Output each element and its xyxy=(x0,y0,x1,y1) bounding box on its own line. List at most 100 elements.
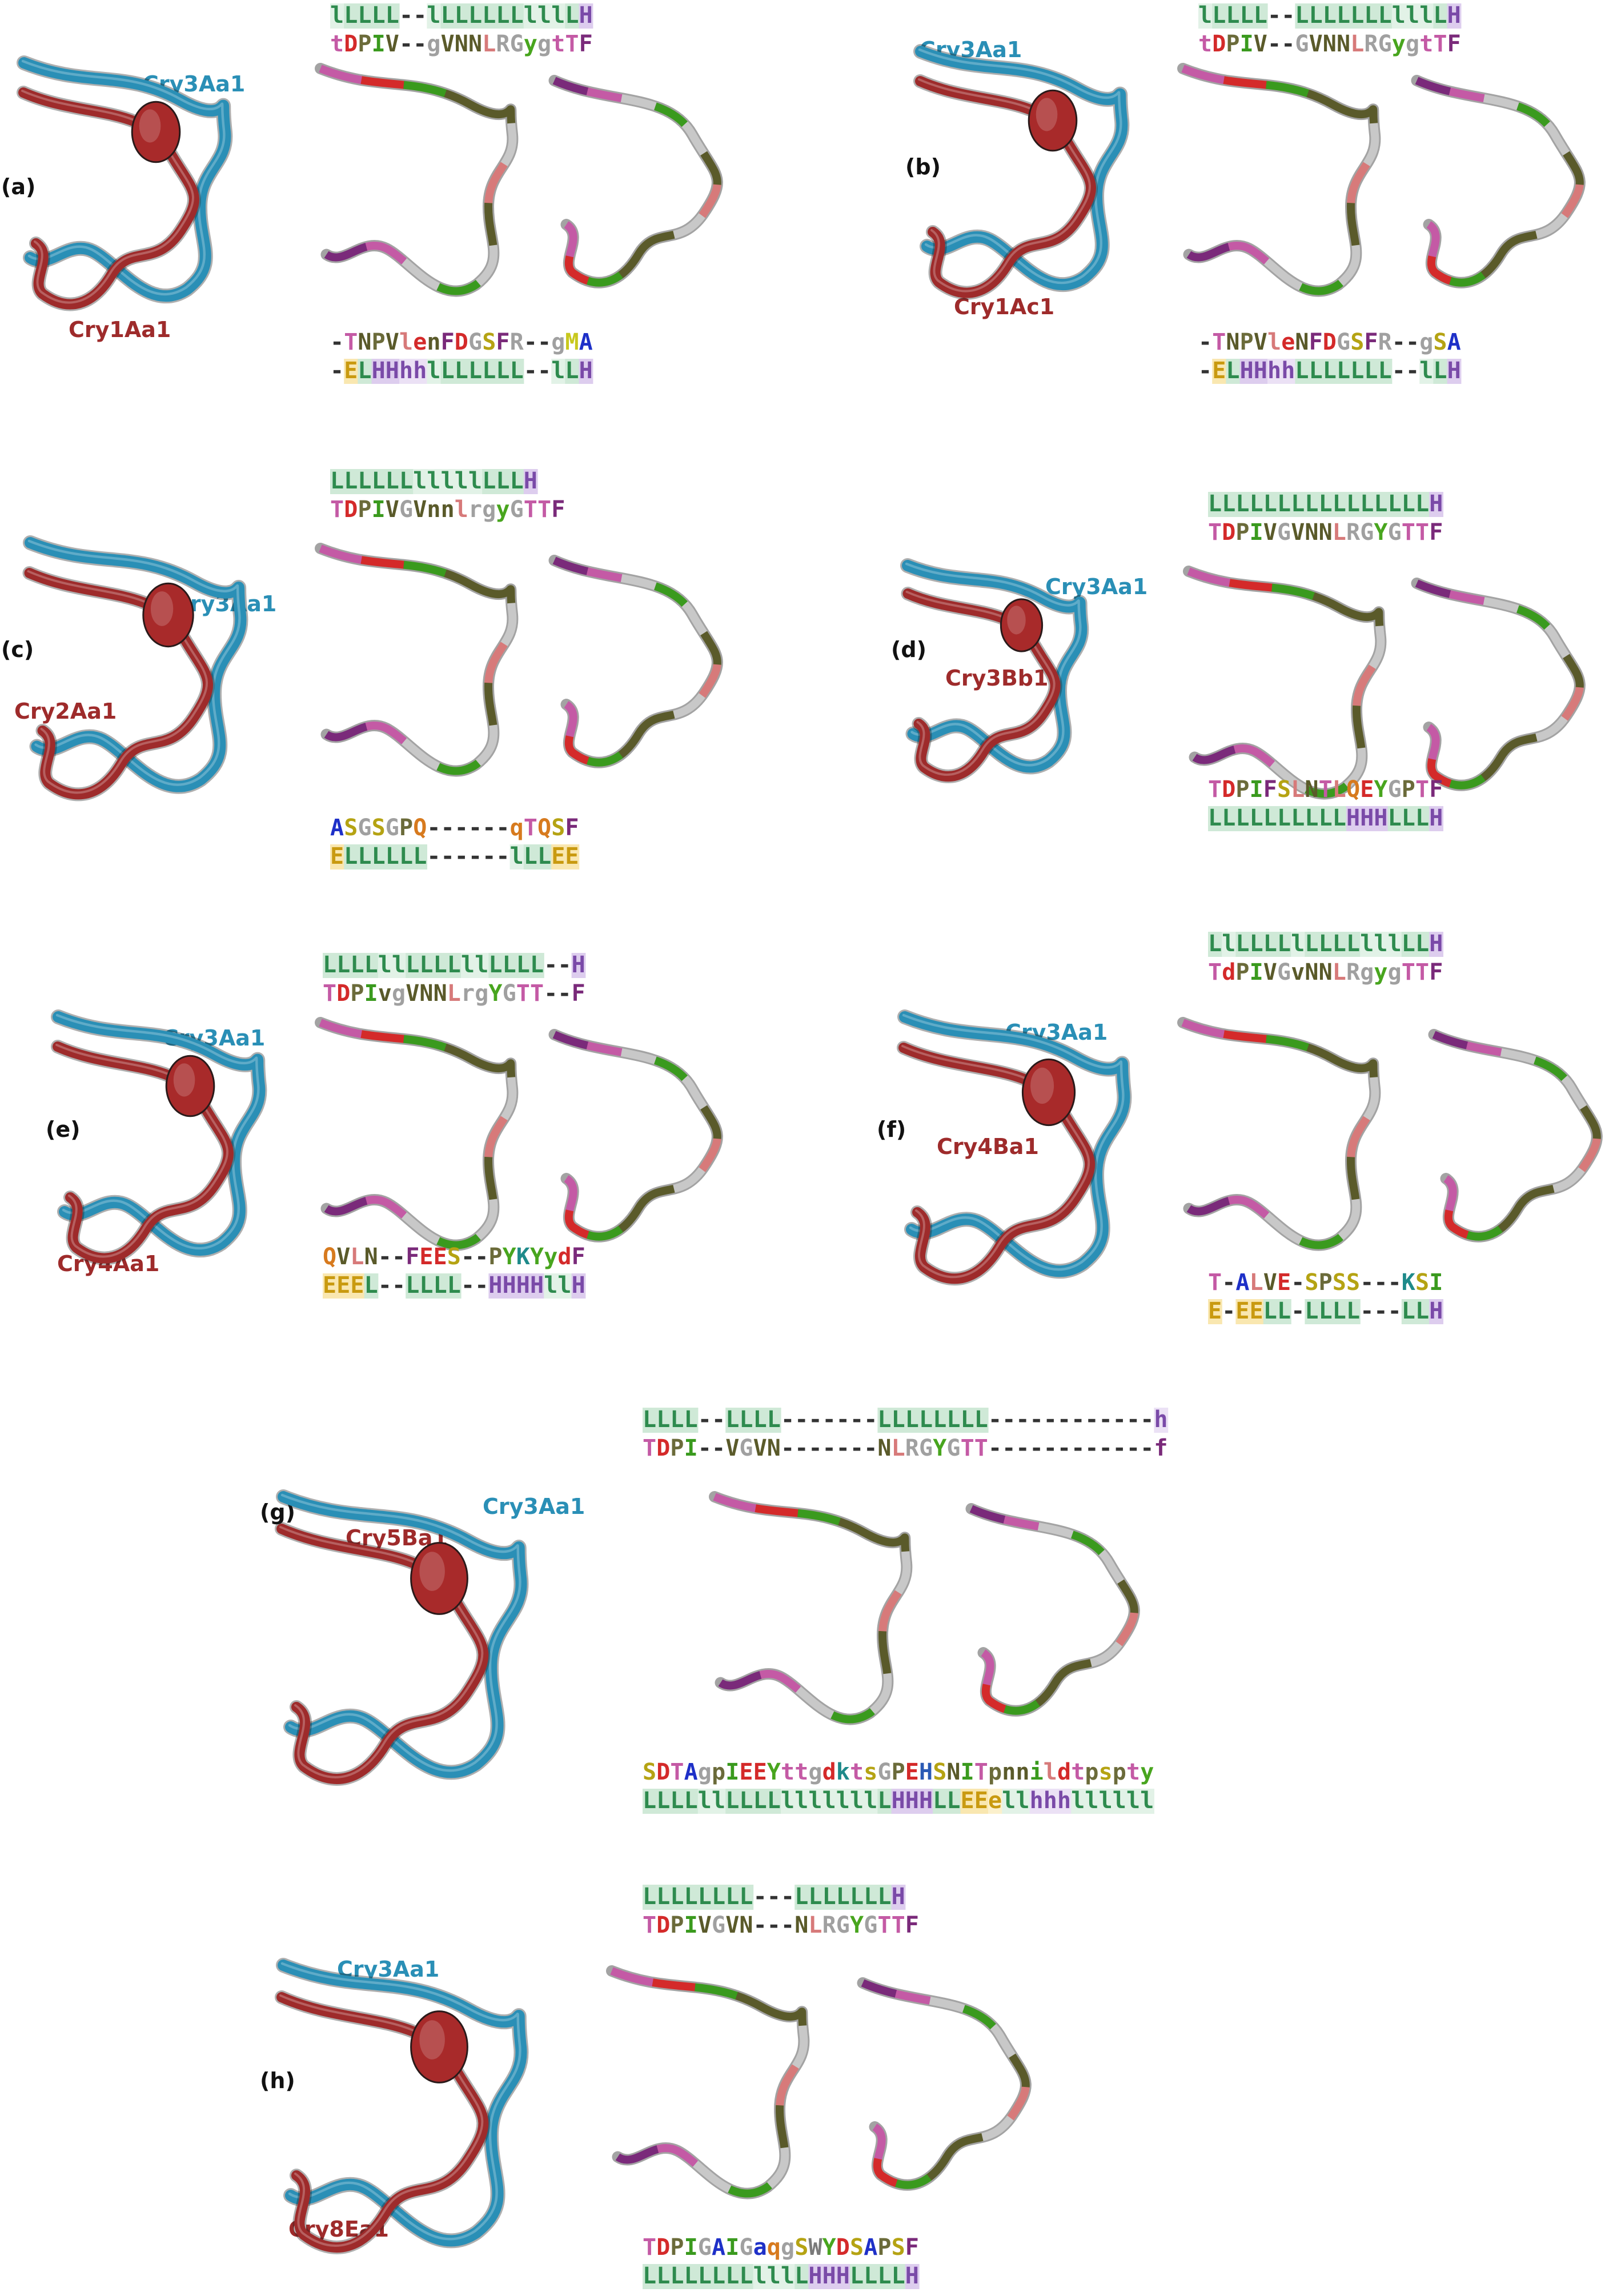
residue-char: y xyxy=(496,496,509,523)
residue-char: L xyxy=(1323,358,1337,384)
residue-char: g xyxy=(1419,329,1433,355)
residue-char: V xyxy=(413,496,427,523)
bottom-ss-row-text: LLLLLLLLLLHHHLLLH xyxy=(1208,805,1443,831)
residue-char: l xyxy=(781,2263,795,2289)
residue-char: L xyxy=(1346,931,1360,957)
ss-cell xyxy=(822,1885,837,1910)
ss-cell xyxy=(684,1789,699,1814)
residue-char: l xyxy=(537,2,551,29)
bottom-seq-row-text: -TNPVleNFDGSFR--gSA xyxy=(1198,329,1461,355)
residue-char: p xyxy=(1113,1759,1126,1785)
residue-char: G xyxy=(468,329,482,355)
ss-cell xyxy=(399,359,414,384)
residue-char: L xyxy=(892,1407,905,1433)
ss-cell xyxy=(1346,1299,1361,1324)
residue-char: l xyxy=(455,496,468,523)
residue-char: H xyxy=(1429,805,1443,831)
residue-char: F xyxy=(572,980,585,1007)
ref-residue-tube xyxy=(709,1491,913,1725)
ss-cell xyxy=(1212,359,1226,384)
ss-cell xyxy=(1295,359,1310,384)
ss-cell xyxy=(850,2264,864,2289)
ss-cell xyxy=(1309,359,1323,384)
ss-cell xyxy=(808,1885,823,1910)
residue-char: g xyxy=(551,329,565,355)
residue-char: - xyxy=(461,1244,475,1270)
other-residue-tube xyxy=(965,1503,1140,1717)
ss-cell xyxy=(1378,359,1393,384)
residue-char: l xyxy=(378,952,392,978)
residue-char: L xyxy=(1378,358,1392,384)
panel-d: (d) Cry3Aa1 Cry3Bb1 xyxy=(891,574,1147,691)
ss-cell xyxy=(1415,1299,1430,1324)
ss-cell xyxy=(670,1408,685,1433)
residue-char: L xyxy=(1333,1298,1346,1324)
ss-cell xyxy=(344,469,358,494)
residue-char: I xyxy=(684,1435,698,1461)
ss-cell xyxy=(1318,806,1333,831)
residue-char: L xyxy=(725,1407,739,1433)
residue-char: L xyxy=(1263,805,1277,831)
ss-cell xyxy=(468,3,483,29)
residue-char: h xyxy=(1267,358,1281,384)
residue-char: t xyxy=(795,1759,808,1785)
residue-char: L xyxy=(496,358,509,384)
residue-char: N xyxy=(1226,329,1239,355)
residue-char: r xyxy=(461,980,475,1007)
ss-cell xyxy=(557,1273,572,1299)
residue-char: H xyxy=(386,358,399,384)
residue-char: - xyxy=(378,1272,392,1299)
residue-char: G xyxy=(739,1435,753,1461)
residue-char: L xyxy=(1208,805,1222,831)
ss-cell xyxy=(1374,806,1389,831)
ss-cell xyxy=(1154,1408,1169,1433)
residue-char: N xyxy=(739,1912,753,1938)
ss-cell xyxy=(697,1885,712,1910)
residue-char: - xyxy=(537,358,551,384)
top-ss-row: LLLLllLLLLllLLLL--H xyxy=(323,952,586,978)
residue-char: E xyxy=(1277,1269,1291,1296)
residue-char: - xyxy=(1222,1298,1235,1324)
residue-char: D xyxy=(344,31,358,57)
ss-cell xyxy=(551,359,565,384)
ss-cell xyxy=(1263,932,1278,957)
residue-char: S xyxy=(933,1759,946,1785)
residue-char: l xyxy=(1044,1759,1057,1785)
residue-char: L xyxy=(712,1884,725,1910)
residue-char: L xyxy=(1250,805,1263,831)
ss-cell xyxy=(905,1408,920,1433)
ss-cell xyxy=(482,359,496,384)
residue-char: L xyxy=(643,1407,656,1433)
residue-char: F xyxy=(496,329,509,355)
ss-cell xyxy=(1360,932,1374,957)
residue-char: g xyxy=(1406,31,1419,57)
residue-char: L xyxy=(510,358,524,384)
residue-char: G xyxy=(739,2234,753,2261)
residue-char: L xyxy=(753,1407,767,1433)
ss-cell xyxy=(753,2264,768,2289)
ss-cell xyxy=(1043,1789,1058,1814)
ss-cell xyxy=(1277,806,1291,831)
residue-char: T xyxy=(643,2234,656,2261)
residue-char: L xyxy=(767,1788,781,1814)
ss-cell xyxy=(712,2264,726,2289)
bottom-seq-row: ASGSGPQ------qTQSF xyxy=(330,815,579,841)
residue-char: l xyxy=(1099,1788,1113,1814)
residue-char: l xyxy=(767,2263,781,2289)
residue-char: L xyxy=(1263,491,1277,517)
residue-char: L xyxy=(1277,931,1291,957)
residue-char: L xyxy=(1346,491,1360,517)
ss-cell xyxy=(475,953,489,978)
ss-cell xyxy=(433,1273,448,1299)
ss-cell xyxy=(1429,1299,1443,1324)
ss-cell xyxy=(670,1789,685,1814)
residue-char: N xyxy=(1305,776,1318,803)
residue-char: L xyxy=(739,1884,753,1910)
residue-char: L xyxy=(330,468,344,494)
residue-char: Q xyxy=(413,815,427,841)
residue-char: - xyxy=(461,1272,475,1299)
ss-cell xyxy=(1429,806,1443,831)
residue-char: G xyxy=(836,1912,850,1938)
ss-cell xyxy=(1332,806,1347,831)
residue-char: N xyxy=(358,329,371,355)
